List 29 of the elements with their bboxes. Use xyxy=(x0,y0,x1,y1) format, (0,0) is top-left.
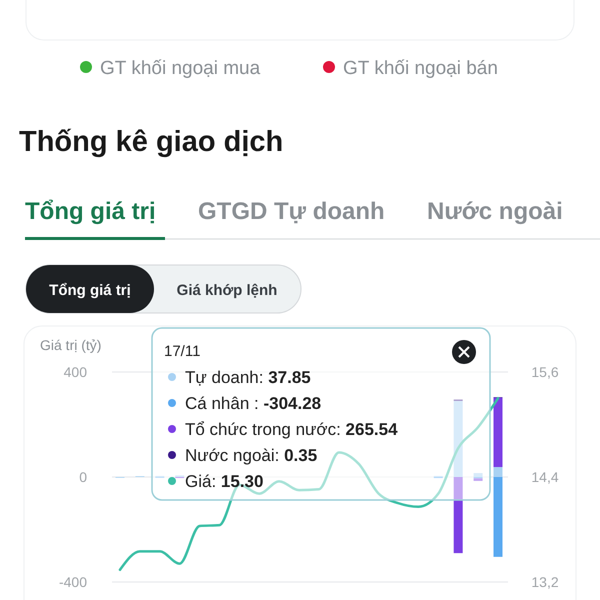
annotation: Tự doanh: 37.85 xyxy=(185,368,311,387)
text: Tổng giá trị xyxy=(25,198,156,225)
line-series xyxy=(118,397,500,571)
bar xyxy=(474,478,483,481)
bar xyxy=(454,400,463,477)
y-tick-label: 0 xyxy=(79,469,88,485)
text: Giá khớp lệnh xyxy=(176,282,278,299)
y2-tick-label: 15,6 xyxy=(531,364,559,380)
annotation: Cá nhân : -304.28 xyxy=(185,394,322,413)
text: GT khối ngoại bán xyxy=(343,58,498,79)
bar xyxy=(494,477,502,557)
y-axis-title: Giá trị (tỷ) xyxy=(40,337,102,353)
y2-tick-label: 13,2 xyxy=(531,574,559,590)
annotation: Nước ngoài: 0.35 xyxy=(185,446,318,465)
annotation: Giá: 15.30 xyxy=(185,472,264,491)
y-tick-label: -400 xyxy=(58,574,88,590)
text: 17/11 xyxy=(164,343,200,360)
bar xyxy=(494,397,502,468)
bar xyxy=(474,473,483,477)
chart-title: Thống kê giao dịch xyxy=(19,126,284,158)
bar xyxy=(454,477,463,554)
text: Nước ngoài xyxy=(427,198,563,225)
annotation: Tổ chức trong nước: 265.54 xyxy=(185,420,398,439)
text: GTGD Tự doanh xyxy=(198,198,385,225)
text: GT khối ngoại mua xyxy=(100,58,261,79)
y2-tick-label: 14,4 xyxy=(531,469,559,485)
text: Tổng giá trị xyxy=(49,282,131,299)
y-tick-label: 400 xyxy=(64,364,88,380)
bar xyxy=(494,467,502,477)
